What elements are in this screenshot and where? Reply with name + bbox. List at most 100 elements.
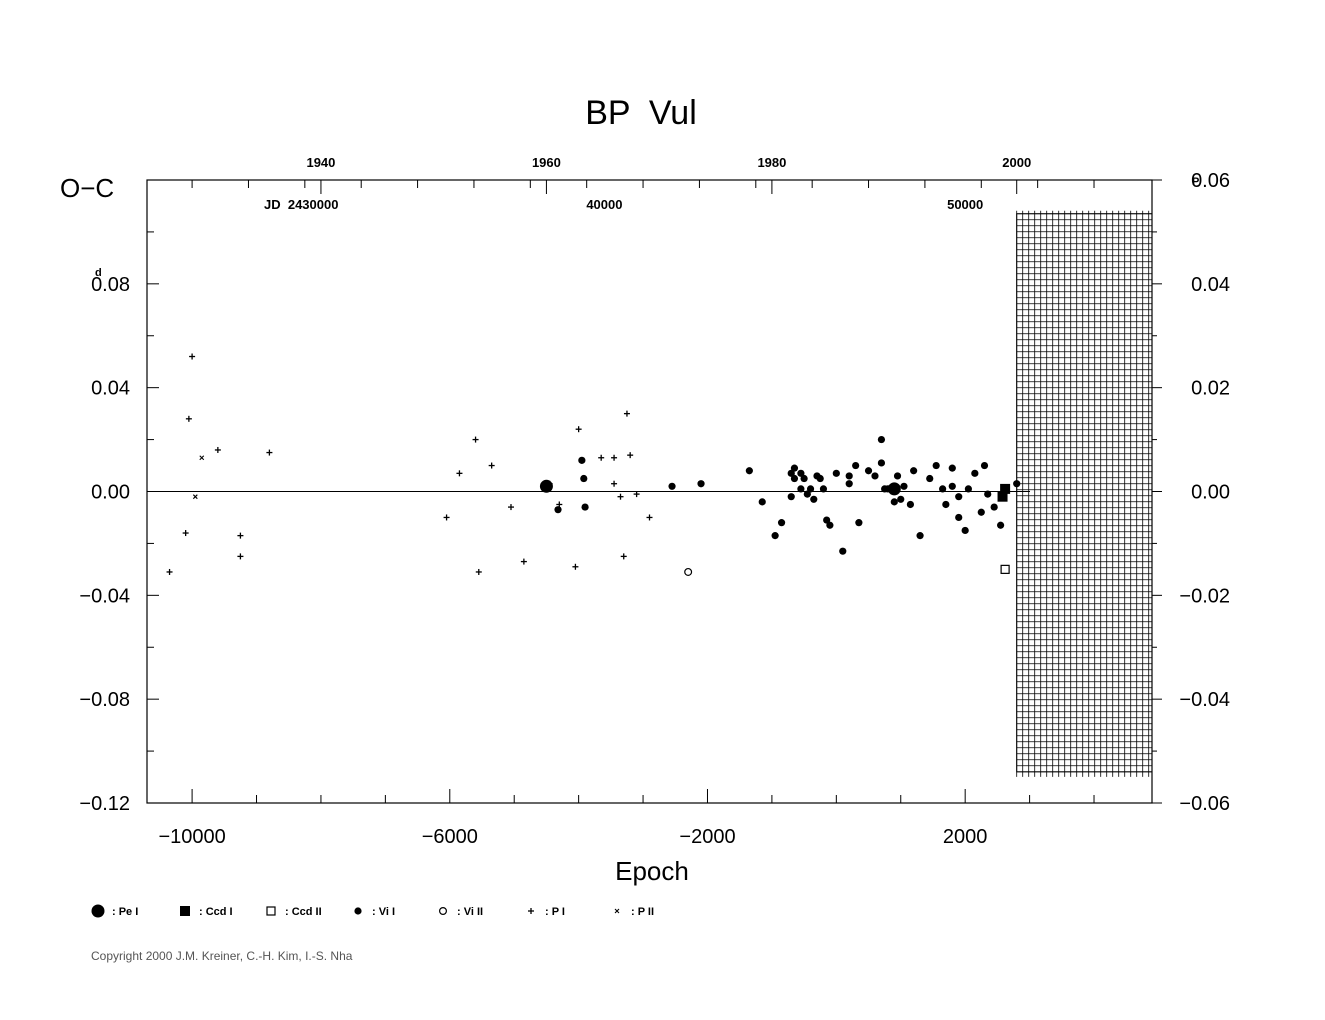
y-tick-label: 0.04 [91,378,130,400]
p-i-point [443,514,450,521]
vi-i-point [845,480,853,488]
vi-i-point [810,495,818,503]
p-ii-point [192,494,198,500]
y-axis-ticks: 0.08 0.04 0.00 −0.04 −0.08 −0.12 [79,179,159,815]
p-i-point [620,553,627,560]
legend-label: : Pe I [112,906,138,918]
p-i-point [556,501,563,508]
vi-i-point [900,482,908,490]
p-i-point [627,452,634,459]
legend-label: : P I [545,906,565,918]
right-tick-label: −0.04 [1179,689,1230,711]
p-i-point [623,410,630,417]
jd-label: JD 2430000 [264,197,338,212]
vi-i-point [926,474,934,483]
legend-symbol [180,906,190,916]
future-region-frame [1016,213,1153,773]
vi-i-point [893,472,902,480]
top-year-label: 1980 [757,155,786,170]
vi-i-point [823,516,831,524]
vi-i-point [877,459,886,467]
legend-symbol [528,908,534,914]
vi-i-point [964,485,972,493]
vi-i-point [897,495,905,503]
p-i-point [472,436,479,443]
legend-symbol [614,908,620,914]
p-i-point [166,568,173,575]
vi-i-point [997,521,1005,529]
legend-label: : Ccd I [199,906,233,918]
vi-i-point [977,508,985,516]
vi-i-point [877,435,886,444]
p-i-point [456,470,463,477]
p-i-point [475,568,482,575]
p-i-point [546,480,553,487]
vi-i-point [948,464,956,472]
future-epoch-grid-region [1016,210,1153,777]
jd-tick-label: 50000 [947,197,983,212]
legend-symbol [439,906,448,915]
pe-i-point [539,479,553,493]
vi-i-point [906,500,915,509]
p-i-point [182,530,189,537]
top-year-label: 1960 [532,155,561,170]
vi-i-point [806,485,815,493]
vi-i-point [668,482,676,490]
p-i-point [507,504,514,511]
vi-i-point [890,498,898,506]
y-tick-label: −0.04 [79,585,130,607]
vi-i-point [871,472,879,480]
y-tick-label: −0.08 [79,689,130,711]
y-tick-label: 0.08 [91,274,130,296]
p-i-point [646,514,653,521]
vi-i-point [581,503,589,511]
vi-i-point [771,532,779,540]
data-points [166,353,1021,576]
ccd-ii-point [1000,564,1010,574]
p-i-point [617,493,624,500]
vi-i-point [787,493,795,501]
p-i-point [189,353,196,360]
chart-title: BP Vul [585,94,697,132]
legend-symbol [91,904,105,918]
vi-i-point [980,461,989,470]
vi-i-point [932,461,940,470]
x-tick-label: 2000 [943,826,988,848]
vi-i-point [797,485,805,493]
vi-i-point [990,503,998,511]
vi-i-point [797,469,805,477]
vi-i-point [884,485,892,493]
vi-i-point [803,490,811,498]
legend-label: : Vi II [457,906,483,918]
vi-i-point [948,482,956,490]
vi-i-point [839,547,847,555]
x-axis-label: Epoch [615,856,689,886]
vi-i-point [826,521,834,529]
legend-label: : Ccd II [285,906,322,918]
ccd-i-point [997,491,1008,502]
legend-label: : P II [631,906,654,918]
vi-i-point [852,461,860,470]
p-ii-point [199,455,205,461]
copyright-note: Copyright 2000 J.M. Kreiner, C.-H. Kim, … [91,949,353,963]
legend-symbol [354,907,362,915]
top-axis-ticks: 1940 1960 1980 2000 40000 50000 [191,155,1095,212]
vi-i-point [984,490,992,498]
vi-i-point [580,474,588,483]
vi-i-point [955,513,963,522]
y-unit-label: d [95,267,102,279]
vi-i-point [855,519,863,527]
vi-i-point [955,493,963,501]
right-tick-label: −0.06 [1179,793,1230,815]
vi-i-point [910,467,918,475]
right-tick-label: 0.00 [1191,482,1230,504]
vi-i-point [790,474,799,483]
right-tick-label: −0.02 [1179,585,1230,607]
vi-i-point [816,474,824,483]
legend-label: : Vi I [372,906,395,918]
vi-ii-point [684,567,693,576]
x-tick-label: −6000 [422,826,478,848]
p-i-point [575,426,582,433]
ccd-i-point [1000,483,1011,494]
right-unit-label: P [1192,176,1199,188]
